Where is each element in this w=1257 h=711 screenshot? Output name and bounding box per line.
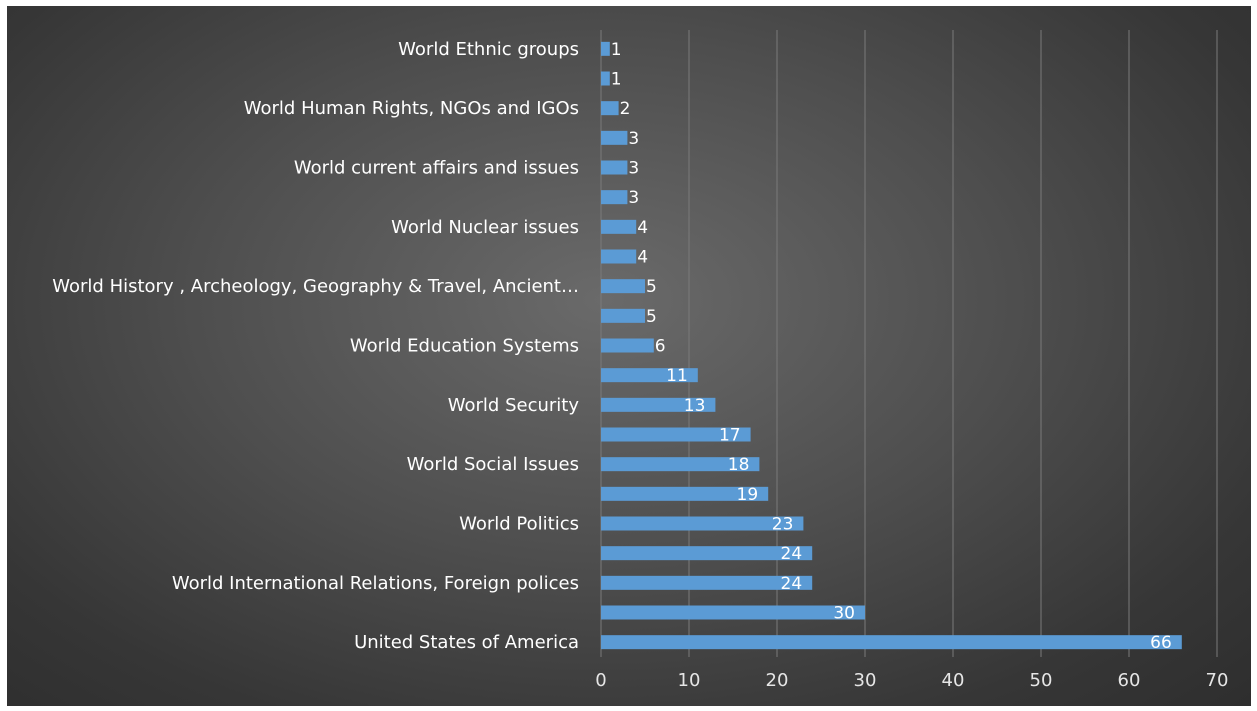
category-label: World Human Rights, NGOs and IGOs bbox=[244, 98, 579, 119]
gridlines bbox=[600, 30, 1218, 657]
bar bbox=[601, 575, 813, 590]
data-label: 18 bbox=[728, 455, 750, 475]
bar bbox=[601, 130, 628, 145]
data-label: 5 bbox=[646, 307, 657, 327]
category-label: World History , Archeology, Geography & … bbox=[52, 276, 579, 297]
x-tick-label: 30 bbox=[854, 670, 877, 691]
data-label: 3 bbox=[628, 188, 639, 208]
data-label: 13 bbox=[684, 396, 706, 416]
bar bbox=[601, 249, 637, 264]
bar bbox=[601, 546, 813, 561]
x-tick-label: 0 bbox=[595, 670, 606, 691]
data-label: 4 bbox=[637, 248, 648, 268]
category-label: World current affairs and issues bbox=[294, 158, 579, 179]
category-label: World Politics bbox=[459, 514, 579, 535]
bar bbox=[601, 635, 1182, 650]
category-label: United States of America bbox=[354, 632, 579, 653]
bar bbox=[601, 41, 610, 56]
data-label: 19 bbox=[737, 485, 759, 505]
data-label: 4 bbox=[637, 218, 648, 238]
data-label: 3 bbox=[628, 159, 639, 179]
x-tick-label: 40 bbox=[942, 670, 965, 691]
data-label: 2 bbox=[620, 99, 631, 119]
category-label: World Security bbox=[448, 395, 580, 416]
bar bbox=[601, 219, 637, 234]
chart-area: United States of America World Internatio… bbox=[7, 6, 1251, 706]
data-label: 5 bbox=[646, 277, 657, 297]
bar bbox=[601, 338, 654, 353]
data-label: 1 bbox=[611, 70, 622, 90]
data-label: 24 bbox=[781, 544, 803, 564]
data-label: 1 bbox=[611, 40, 622, 60]
bar bbox=[601, 427, 751, 442]
x-tick-label: 50 bbox=[1030, 670, 1053, 691]
category-label: World Education Systems bbox=[350, 336, 579, 357]
data-label: 6 bbox=[655, 337, 666, 357]
bar bbox=[601, 397, 716, 412]
bar bbox=[601, 457, 760, 472]
x-tick-label: 70 bbox=[1206, 670, 1229, 691]
bar bbox=[601, 160, 628, 175]
x-axis-tick-labels: 0 10 20 30 40 50 60 70 bbox=[595, 670, 1228, 691]
bar bbox=[601, 368, 698, 383]
x-tick-label: 10 bbox=[678, 670, 701, 691]
data-label: 3 bbox=[628, 129, 639, 149]
category-label: World International Relations, Foreign p… bbox=[172, 573, 579, 594]
data-label: 30 bbox=[833, 604, 855, 624]
x-tick-label: 20 bbox=[766, 670, 789, 691]
bar bbox=[601, 308, 645, 323]
category-labels: United States of America World Internatio… bbox=[52, 39, 579, 653]
category-label: World Social Issues bbox=[407, 454, 579, 475]
bar-chart: United States of America World Internatio… bbox=[52, 30, 1228, 691]
bar bbox=[601, 486, 769, 501]
bars bbox=[601, 41, 1182, 650]
bar bbox=[601, 71, 610, 86]
bar bbox=[601, 279, 645, 294]
bar bbox=[601, 516, 804, 531]
data-label: 66 bbox=[1150, 633, 1172, 653]
category-label: World Ethnic groups bbox=[398, 39, 579, 60]
bar bbox=[601, 605, 865, 620]
bar bbox=[601, 101, 619, 116]
data-label: 11 bbox=[666, 366, 688, 386]
data-label: 24 bbox=[781, 574, 803, 594]
category-label: World Nuclear issues bbox=[391, 217, 579, 238]
data-label: 23 bbox=[772, 515, 794, 535]
bar bbox=[601, 190, 628, 205]
data-label: 17 bbox=[719, 426, 741, 446]
x-tick-label: 60 bbox=[1118, 670, 1141, 691]
